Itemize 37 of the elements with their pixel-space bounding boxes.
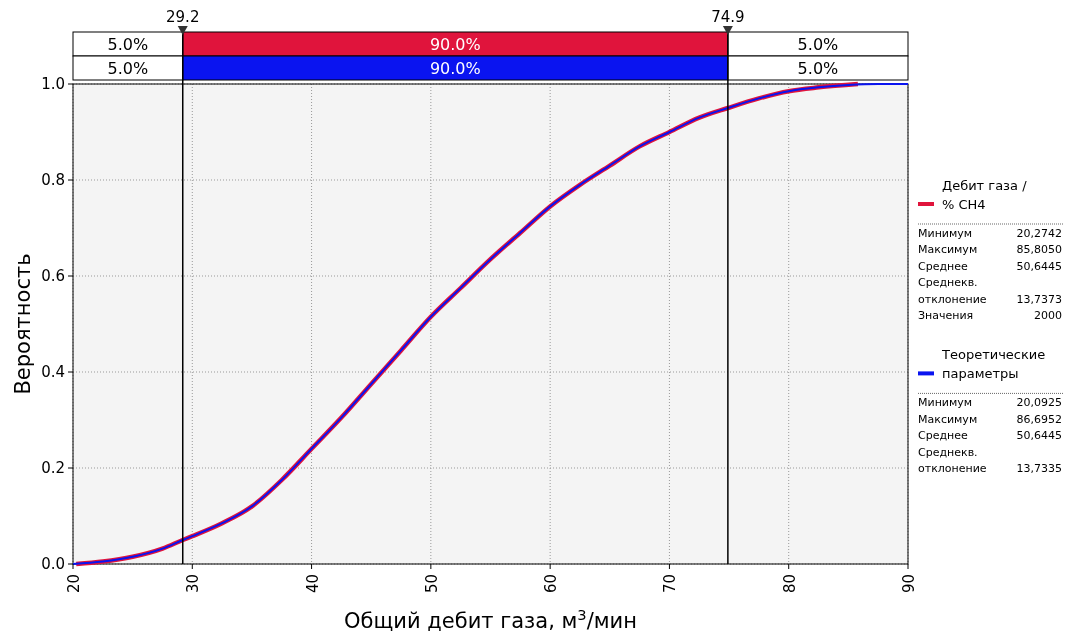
text: Минимум 20,2742 bbox=[918, 227, 1062, 240]
text: Среднекв. bbox=[918, 445, 978, 459]
y-tick-label: 0.6 bbox=[41, 267, 65, 285]
ref-line-label: 74.9 bbox=[711, 8, 745, 26]
y-axis-title: Вероятность bbox=[11, 253, 35, 395]
text: Среднее 50,6445 bbox=[918, 259, 1062, 273]
text: Среднекв. bbox=[918, 276, 978, 290]
text: 90.0% bbox=[429, 35, 481, 54]
text: Максимум 85,8050 bbox=[918, 243, 1062, 257]
y-tick-label: 0.2 bbox=[41, 459, 65, 477]
y-tick-label: 0.0 bbox=[41, 555, 65, 573]
y-tick-label: 0.8 bbox=[41, 171, 65, 189]
text: отклонение 13,7373 bbox=[918, 292, 1062, 306]
text: 5.0% bbox=[797, 59, 839, 78]
text: Максимум 86,6952 bbox=[918, 412, 1062, 426]
text: 5.0% bbox=[107, 35, 149, 54]
text: Минимум 20,0925 bbox=[918, 396, 1062, 410]
text: 90.0% bbox=[429, 59, 481, 78]
text: Среднее 50,6445 bbox=[918, 429, 1062, 443]
text: Значения 2000 bbox=[918, 309, 1062, 322]
text: 5.0% bbox=[797, 35, 839, 54]
legend-label: Теоретические параметры bbox=[941, 347, 1046, 382]
text: 5.0% bbox=[107, 59, 149, 78]
x-tick-label: 60 bbox=[542, 574, 561, 594]
legend-label: Дебит газа / % CH4 bbox=[942, 178, 1028, 212]
x-tick-label: 40 bbox=[303, 574, 322, 594]
text: отклонение 13,7335 bbox=[918, 462, 1062, 475]
x-tick-label: 20 bbox=[65, 574, 83, 594]
x-axis-title: Общий дебит газа, м$^{3}$/мин bbox=[344, 605, 637, 633]
x-tick-label: 70 bbox=[661, 574, 680, 594]
x-tick-label: 80 bbox=[780, 574, 799, 594]
y-tick-label: 0.4 bbox=[41, 363, 65, 381]
x-tick-label: 30 bbox=[184, 574, 203, 594]
y-tick-label: 1.0 bbox=[41, 75, 65, 93]
x-tick-label: 50 bbox=[422, 574, 441, 594]
x-tick-label: 90 bbox=[900, 574, 918, 594]
ref-line-label: 29.2 bbox=[166, 8, 200, 26]
